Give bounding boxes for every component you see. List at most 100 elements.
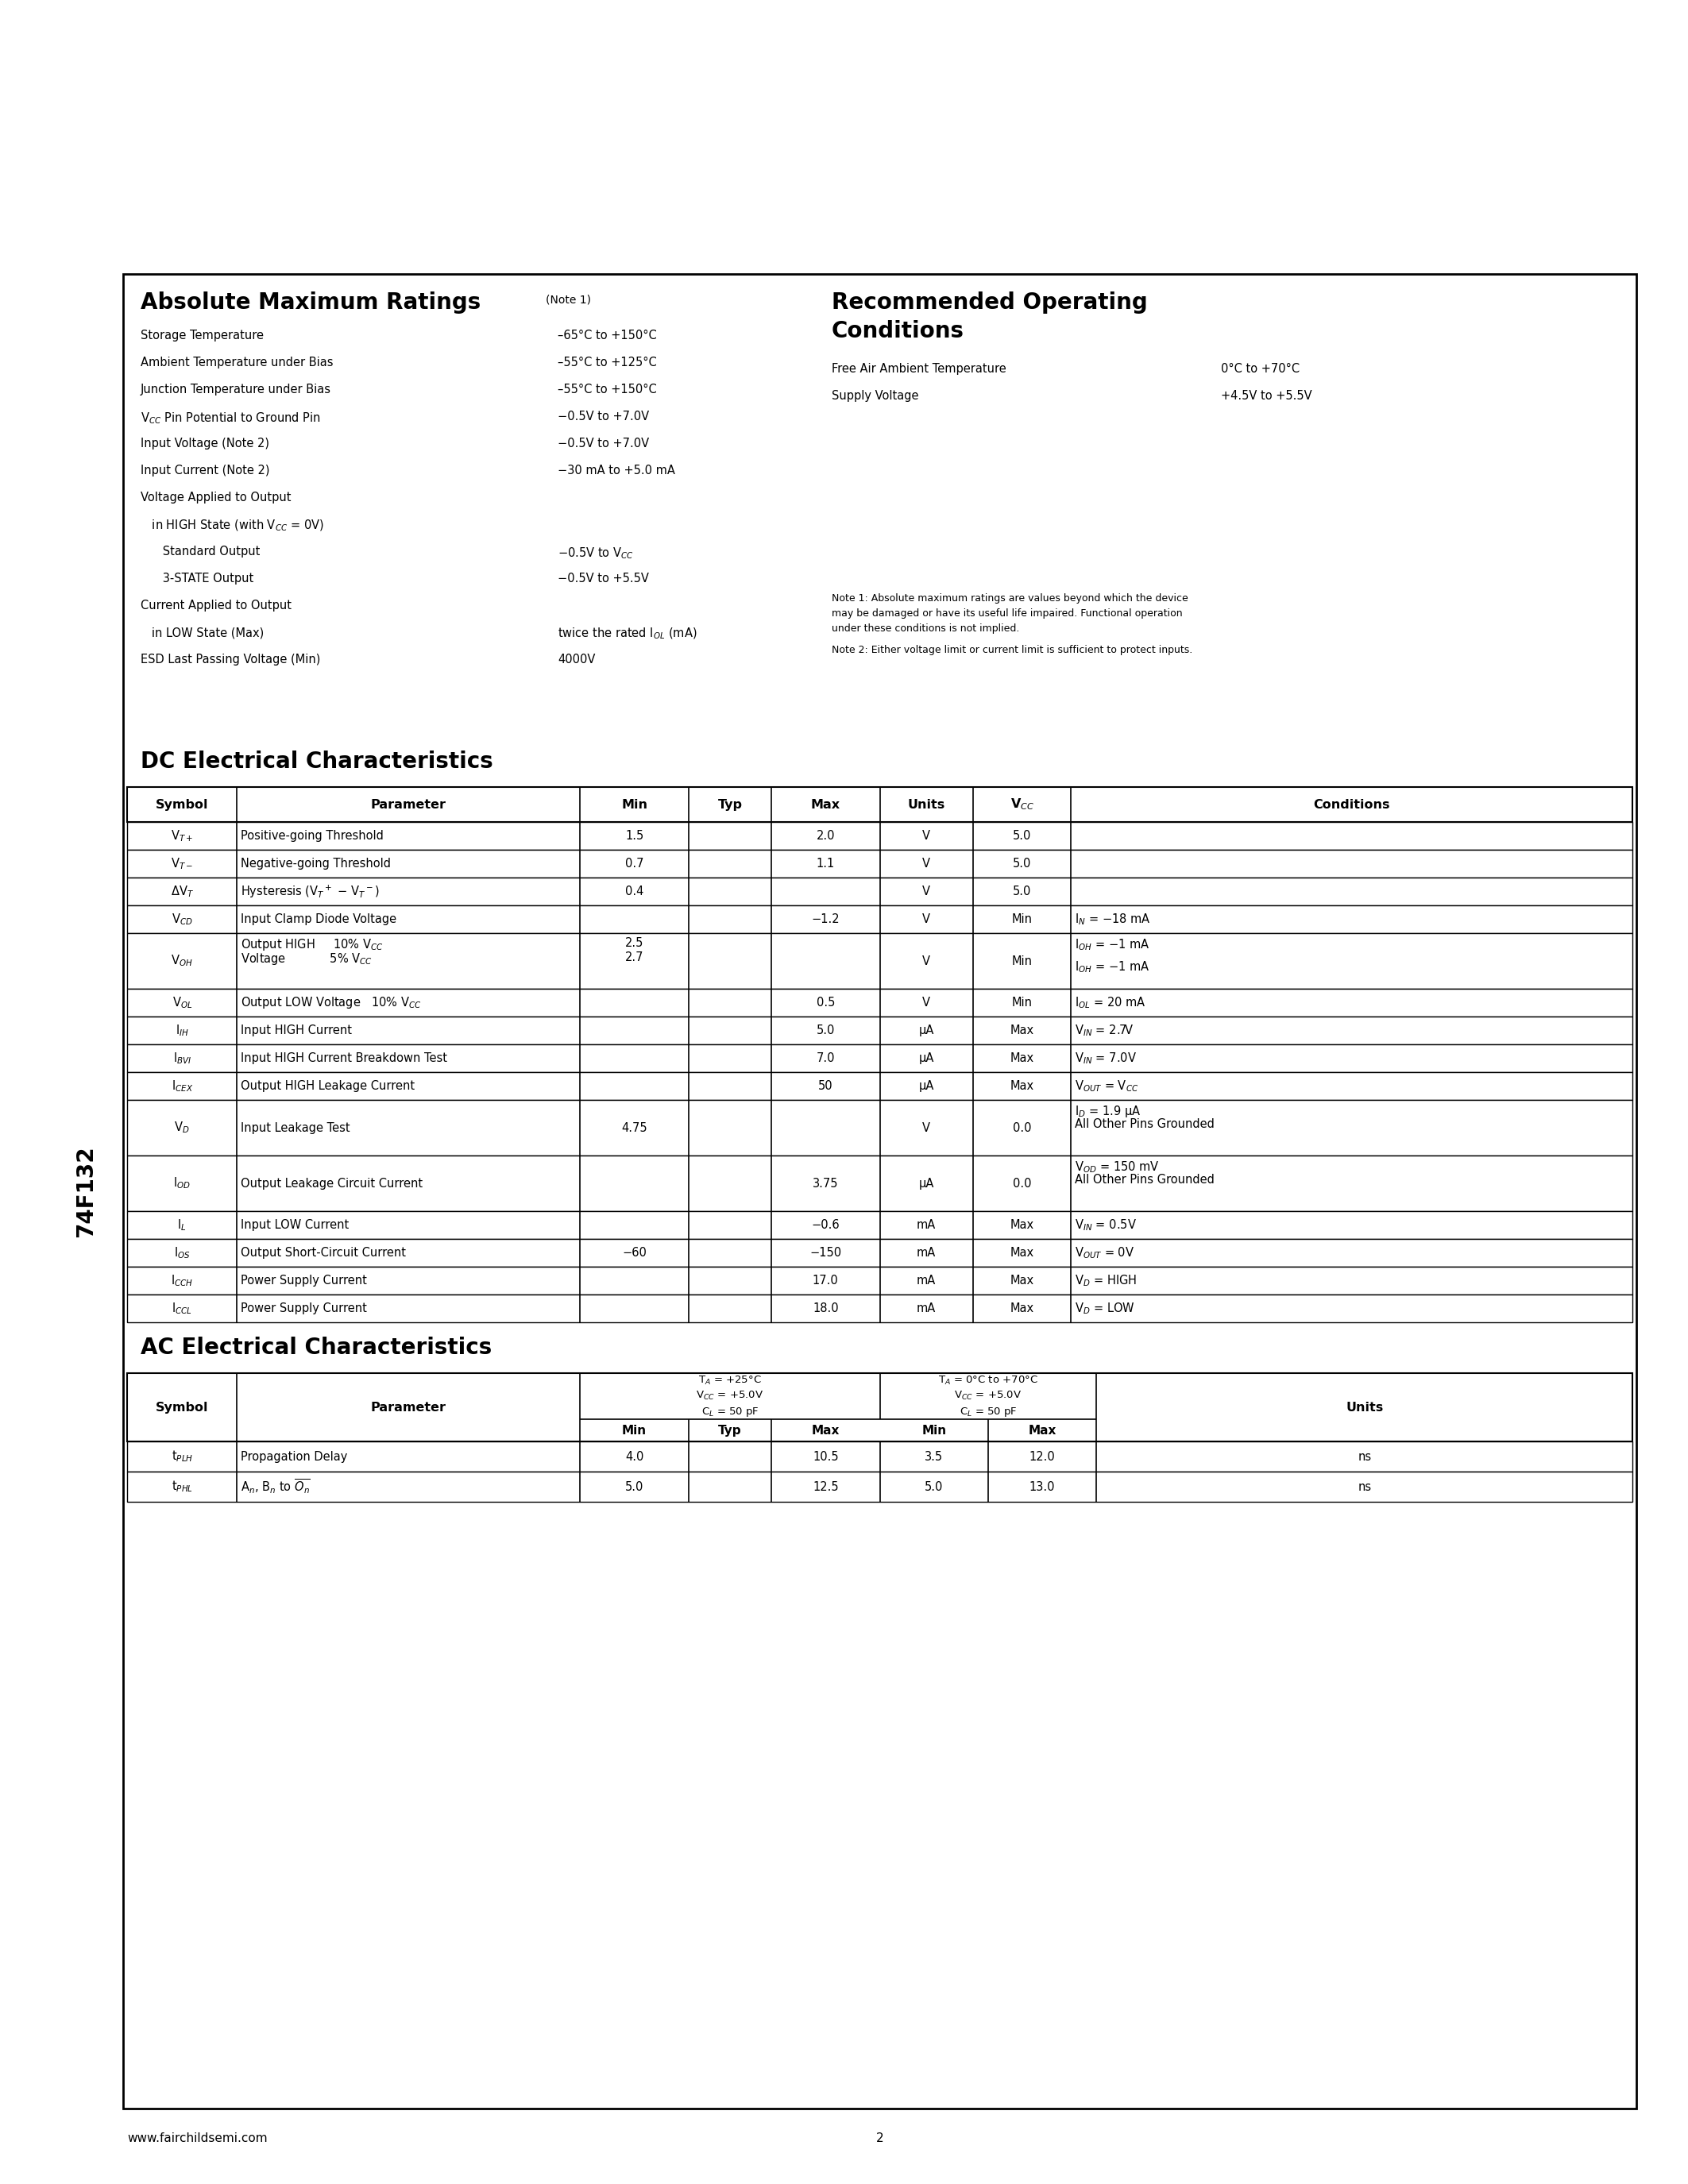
Text: Min: Min xyxy=(1011,996,1033,1009)
Bar xyxy=(127,989,1632,1016)
Text: I$_{OD}$: I$_{OD}$ xyxy=(174,1175,191,1190)
Text: −0.5V to +5.5V: −0.5V to +5.5V xyxy=(557,572,648,585)
Text: V$_{IN}$ = 2.7V: V$_{IN}$ = 2.7V xyxy=(1075,1022,1134,1037)
Text: 17.0: 17.0 xyxy=(812,1275,839,1286)
Text: 3.5: 3.5 xyxy=(925,1450,944,1463)
Text: 50: 50 xyxy=(819,1081,832,1092)
Text: mA: mA xyxy=(917,1302,937,1315)
Text: 0°C to +70°C: 0°C to +70°C xyxy=(1220,363,1300,376)
Text: Max: Max xyxy=(1009,1024,1035,1037)
Text: V$_{T+}$: V$_{T+}$ xyxy=(170,828,192,843)
Text: V: V xyxy=(922,885,930,898)
Bar xyxy=(127,1072,1632,1101)
Text: V: V xyxy=(922,913,930,926)
Text: Propagation Delay: Propagation Delay xyxy=(241,1450,348,1463)
Text: I$_{IH}$: I$_{IH}$ xyxy=(176,1022,189,1037)
Text: www.fairchildsemi.com: www.fairchildsemi.com xyxy=(127,2132,267,2145)
Bar xyxy=(127,786,1632,821)
Text: −60: −60 xyxy=(623,1247,647,1258)
Text: −0.5V to V$_{CC}$: −0.5V to V$_{CC}$ xyxy=(557,546,633,561)
Text: twice the rated I$_{OL}$ (mA): twice the rated I$_{OL}$ (mA) xyxy=(557,627,697,642)
Bar xyxy=(123,273,1636,2108)
Text: Max: Max xyxy=(1009,1302,1035,1315)
Text: may be damaged or have its useful life impaired. Functional operation: may be damaged or have its useful life i… xyxy=(832,609,1183,618)
Text: t$_{PLH}$: t$_{PLH}$ xyxy=(170,1450,192,1463)
Bar xyxy=(127,1238,1632,1267)
Text: I$_{OS}$: I$_{OS}$ xyxy=(174,1245,191,1260)
Text: Absolute Maximum Ratings: Absolute Maximum Ratings xyxy=(140,290,481,314)
Text: Max: Max xyxy=(810,799,841,810)
Text: AC Electrical Characteristics: AC Electrical Characteristics xyxy=(140,1337,491,1358)
Text: Junction Temperature under Bias: Junction Temperature under Bias xyxy=(140,384,331,395)
Text: I$_{OL}$ = 20 mA: I$_{OL}$ = 20 mA xyxy=(1075,996,1146,1009)
Text: 3.75: 3.75 xyxy=(812,1177,839,1190)
Text: Input HIGH Current: Input HIGH Current xyxy=(241,1024,353,1037)
Text: Conditions: Conditions xyxy=(1313,799,1389,810)
Text: V$_{OH}$: V$_{OH}$ xyxy=(170,954,192,968)
Text: t$_{PHL}$: t$_{PHL}$ xyxy=(172,1479,192,1494)
Text: V$_{CC}$ Pin Potential to Ground Pin: V$_{CC}$ Pin Potential to Ground Pin xyxy=(140,411,321,426)
Text: Voltage Applied to Output: Voltage Applied to Output xyxy=(140,491,290,505)
Text: –65°C to +150°C: –65°C to +150°C xyxy=(557,330,657,341)
Text: 0.5: 0.5 xyxy=(817,996,836,1009)
Text: Current Applied to Output: Current Applied to Output xyxy=(140,601,292,612)
Text: Typ: Typ xyxy=(717,799,743,810)
Bar xyxy=(127,1016,1632,1044)
Text: Input Voltage (Note 2): Input Voltage (Note 2) xyxy=(140,437,270,450)
Text: Input Clamp Diode Voltage: Input Clamp Diode Voltage xyxy=(241,913,397,926)
Text: V: V xyxy=(922,858,930,869)
Text: −0.5V to +7.0V: −0.5V to +7.0V xyxy=(557,437,650,450)
Text: Min: Min xyxy=(621,1424,647,1437)
Text: –55°C to +150°C: –55°C to +150°C xyxy=(557,384,657,395)
Text: 12.5: 12.5 xyxy=(812,1481,839,1492)
Text: 0.0: 0.0 xyxy=(1013,1177,1031,1190)
Text: μA: μA xyxy=(918,1081,933,1092)
Text: 5.0: 5.0 xyxy=(1013,858,1031,869)
Text: Min: Min xyxy=(1011,954,1033,968)
Text: Max: Max xyxy=(1028,1424,1057,1437)
Text: V: V xyxy=(922,954,930,968)
Text: Symbol: Symbol xyxy=(155,1402,208,1413)
Text: 12.0: 12.0 xyxy=(1030,1450,1055,1463)
Text: Min: Min xyxy=(621,799,648,810)
Bar xyxy=(127,1155,1632,1212)
Text: Output HIGH Leakage Current: Output HIGH Leakage Current xyxy=(241,1081,415,1092)
Text: I$_D$ = 1.9 μA: I$_D$ = 1.9 μA xyxy=(1075,1103,1141,1118)
Text: 10.5: 10.5 xyxy=(812,1450,839,1463)
Text: V$_{OD}$ = 150 mV: V$_{OD}$ = 150 mV xyxy=(1075,1160,1160,1175)
Text: A$_n$, B$_n$ to $\overline{O_n}$: A$_n$, B$_n$ to $\overline{O_n}$ xyxy=(241,1479,311,1496)
Text: Power Supply Current: Power Supply Current xyxy=(241,1275,368,1286)
Text: Free Air Ambient Temperature: Free Air Ambient Temperature xyxy=(832,363,1006,376)
Text: V: V xyxy=(922,996,930,1009)
Text: Note 1: Absolute maximum ratings are values beyond which the device: Note 1: Absolute maximum ratings are val… xyxy=(832,594,1188,603)
Text: Output LOW Voltage   10% V$_{CC}$: Output LOW Voltage 10% V$_{CC}$ xyxy=(241,996,422,1011)
Text: Typ: Typ xyxy=(717,1424,741,1437)
Text: −30 mA to +5.0 mA: −30 mA to +5.0 mA xyxy=(557,465,675,476)
Text: Input HIGH Current Breakdown Test: Input HIGH Current Breakdown Test xyxy=(241,1053,447,1064)
Text: Min: Min xyxy=(922,1424,947,1437)
Text: 13.0: 13.0 xyxy=(1030,1481,1055,1492)
Bar xyxy=(127,1441,1632,1472)
Text: ΔV$_T$: ΔV$_T$ xyxy=(170,885,194,900)
Text: Max: Max xyxy=(1009,1247,1035,1258)
Text: −1.2: −1.2 xyxy=(812,913,839,926)
Text: Negative-going Threshold: Negative-going Threshold xyxy=(241,858,392,869)
Text: μA: μA xyxy=(918,1053,933,1064)
Text: ns: ns xyxy=(1357,1450,1371,1463)
Text: 2: 2 xyxy=(876,2132,883,2145)
Bar xyxy=(127,1044,1632,1072)
Text: μA: μA xyxy=(918,1177,933,1190)
Text: Output HIGH     10% V$_{CC}$: Output HIGH 10% V$_{CC}$ xyxy=(241,937,383,952)
Text: Symbol: Symbol xyxy=(155,799,208,810)
Text: 2.5: 2.5 xyxy=(625,937,643,950)
Text: 4.0: 4.0 xyxy=(625,1450,643,1463)
Text: Parameter: Parameter xyxy=(371,799,446,810)
Text: Power Supply Current: Power Supply Current xyxy=(241,1302,368,1315)
Text: V$_{IN}$ = 0.5V: V$_{IN}$ = 0.5V xyxy=(1075,1219,1136,1232)
Text: I$_{CCH}$: I$_{CCH}$ xyxy=(170,1273,192,1289)
Text: 0.4: 0.4 xyxy=(625,885,643,898)
Text: Max: Max xyxy=(812,1424,839,1437)
Text: V: V xyxy=(922,1123,930,1133)
Text: I$_{OH}$ = −1 mA: I$_{OH}$ = −1 mA xyxy=(1075,937,1150,952)
Bar xyxy=(127,850,1632,878)
